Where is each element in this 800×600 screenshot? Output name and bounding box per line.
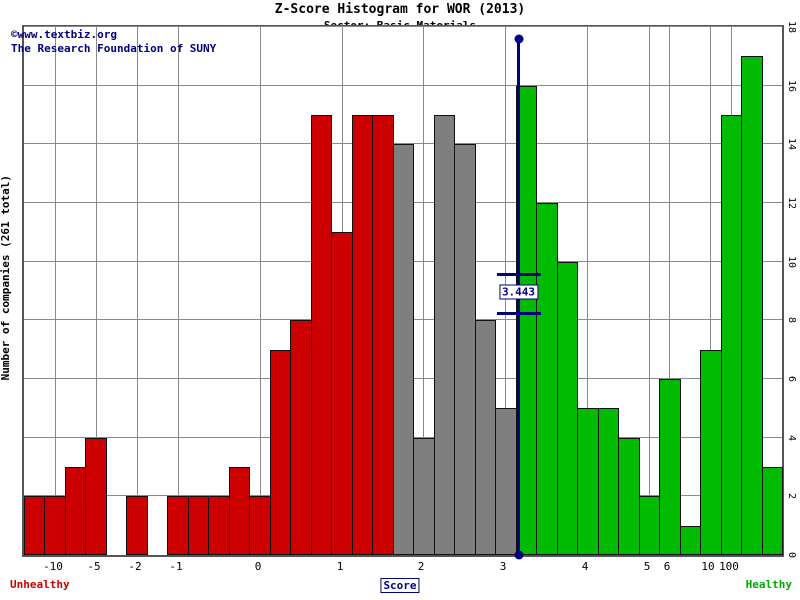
- marker-dot-top: [514, 34, 523, 44]
- y-tick-8: 8: [786, 317, 797, 324]
- histogram-bar: [577, 408, 599, 555]
- gridline-x-5: [649, 27, 650, 555]
- histogram-bar: [720, 115, 743, 555]
- x-tick--10: -10: [43, 560, 63, 573]
- histogram-bar: [638, 496, 661, 555]
- y-tick-14: 14: [786, 138, 797, 151]
- x-axis-tick-labels: -10 -5 -2 -1 0 1 2 3 4 5 6 10 100: [22, 560, 784, 576]
- copyright-line-1: ©www.textbiz.org: [11, 28, 117, 41]
- x-axis-title: Score: [380, 578, 420, 593]
- gridline-x-10: [710, 27, 711, 555]
- histogram-bar: [761, 467, 783, 555]
- x-tick--1: -1: [169, 560, 183, 573]
- gridline-x--2: [137, 27, 138, 555]
- y-tick-18: 18: [786, 20, 797, 34]
- histogram-bar: [351, 115, 374, 555]
- gridline-y-14: [24, 143, 782, 145]
- gridline-x--5: [96, 27, 97, 555]
- histogram-bar: [454, 144, 476, 555]
- histogram-bar: [495, 408, 517, 555]
- y-axis-title: Number of companies (261 total): [0, 175, 12, 381]
- x-tick-4: 4: [581, 560, 589, 573]
- histogram-bar: [597, 408, 620, 555]
- x-tick--5: -5: [87, 560, 101, 573]
- zone-label-healthy: Healthy: [745, 578, 792, 591]
- histogram-bar: [433, 115, 456, 555]
- x-tick-6: 6: [663, 560, 671, 573]
- y-tick-6: 6: [786, 375, 797, 383]
- gridline-x-0: [260, 27, 261, 555]
- histogram-bar: [474, 320, 497, 555]
- gridline-x--10: [55, 27, 56, 555]
- marker-value-label: 3.443: [498, 284, 539, 300]
- x-tick-5: 5: [643, 560, 651, 573]
- y-axis-tick-labels: 0 2 4 6 8 10 12 14 16 18: [786, 21, 800, 559]
- marker-bracket-lower: [496, 311, 541, 315]
- histogram-bar: [331, 232, 353, 555]
- gridline-x-2: [423, 27, 424, 555]
- marker-bracket-upper: [496, 273, 541, 277]
- histogram-bar: [64, 467, 87, 555]
- histogram-bar: [741, 56, 763, 555]
- y-tick-0: 0: [786, 551, 797, 559]
- histogram-bar: [167, 496, 189, 555]
- histogram-bar: [392, 144, 415, 555]
- x-tick-3: 3: [499, 560, 507, 573]
- histogram-bar: [126, 496, 148, 555]
- chart-title: Z-Score Histogram for WOR (2013): [274, 2, 526, 17]
- histogram-bar: [44, 496, 66, 555]
- histogram-bar: [24, 496, 46, 555]
- histogram-bar: [187, 496, 210, 555]
- histogram-bar: [659, 379, 681, 555]
- x-tick-10: 10: [701, 560, 715, 573]
- y-tick-16: 16: [786, 79, 797, 92]
- histogram-bar: [290, 320, 312, 555]
- x-tick-2: 2: [417, 560, 425, 573]
- histogram-bar: [310, 115, 333, 555]
- histogram-bar: [85, 437, 107, 555]
- histogram-bar: [618, 437, 640, 555]
- x-tick-0: 0: [254, 560, 262, 573]
- marker-dot-bottom: [514, 550, 523, 560]
- gridline-x--1: [178, 27, 179, 555]
- histogram-bars: [24, 27, 783, 555]
- y-tick-12: 12: [786, 196, 797, 210]
- y-tick-4: 4: [786, 434, 797, 441]
- gridline-y-18: [24, 26, 782, 27]
- zone-label-unhealthy: Unhealthy: [10, 578, 70, 591]
- histogram-bar: [269, 349, 292, 555]
- histogram-bar: [413, 437, 435, 555]
- histogram-bar: [536, 203, 558, 555]
- histogram-bar: [372, 115, 394, 555]
- x-tick-100: 100: [719, 560, 739, 573]
- x-tick--2: -2: [128, 560, 142, 573]
- histogram-bar: [556, 261, 579, 555]
- gridline-x-6: [669, 27, 670, 555]
- gridline-x-4: [587, 27, 588, 555]
- y-tick-2: 2: [786, 493, 797, 500]
- copyright-notice: ©www.textbiz.org The Research Foundation…: [11, 28, 216, 56]
- histogram-bar: [208, 496, 230, 555]
- gridline-y-16: [24, 84, 782, 86]
- y-tick-10: 10: [786, 255, 797, 268]
- x-tick-1: 1: [336, 560, 344, 573]
- histogram-bar: [700, 349, 722, 555]
- plot-area: 3.443: [22, 25, 784, 560]
- histogram-bar: [249, 496, 271, 555]
- histogram-bar: [228, 467, 251, 555]
- histogram-bar: [679, 525, 702, 555]
- copyright-line-2: The Research Foundation of SUNY: [11, 42, 217, 55]
